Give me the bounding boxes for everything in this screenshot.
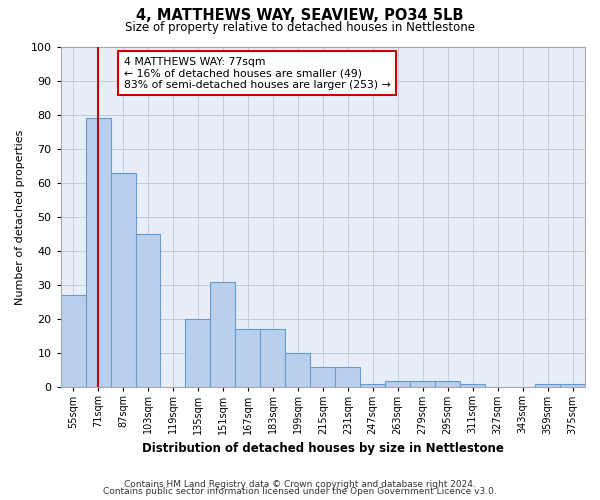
Bar <box>136 234 160 388</box>
Bar <box>535 384 560 388</box>
Bar <box>286 354 310 388</box>
X-axis label: Distribution of detached houses by size in Nettlestone: Distribution of detached houses by size … <box>142 442 504 455</box>
Bar <box>211 282 235 388</box>
Bar <box>460 384 485 388</box>
Bar <box>360 384 385 388</box>
Text: Contains HM Land Registry data © Crown copyright and database right 2024.: Contains HM Land Registry data © Crown c… <box>124 480 476 489</box>
Bar <box>260 330 286 388</box>
Bar <box>235 330 260 388</box>
Text: Contains public sector information licensed under the Open Government Licence v3: Contains public sector information licen… <box>103 487 497 496</box>
Text: 4, MATTHEWS WAY, SEAVIEW, PO34 5LB: 4, MATTHEWS WAY, SEAVIEW, PO34 5LB <box>136 8 464 22</box>
Bar <box>110 172 136 388</box>
Bar <box>185 319 211 388</box>
Bar <box>410 380 435 388</box>
Y-axis label: Number of detached properties: Number of detached properties <box>15 129 25 304</box>
Bar <box>435 380 460 388</box>
Bar <box>61 296 86 388</box>
Bar <box>385 380 410 388</box>
Text: Size of property relative to detached houses in Nettlestone: Size of property relative to detached ho… <box>125 21 475 34</box>
Bar <box>335 367 360 388</box>
Bar <box>560 384 585 388</box>
Bar <box>86 118 110 388</box>
Bar <box>310 367 335 388</box>
Text: 4 MATTHEWS WAY: 77sqm
← 16% of detached houses are smaller (49)
83% of semi-deta: 4 MATTHEWS WAY: 77sqm ← 16% of detached … <box>124 56 390 90</box>
